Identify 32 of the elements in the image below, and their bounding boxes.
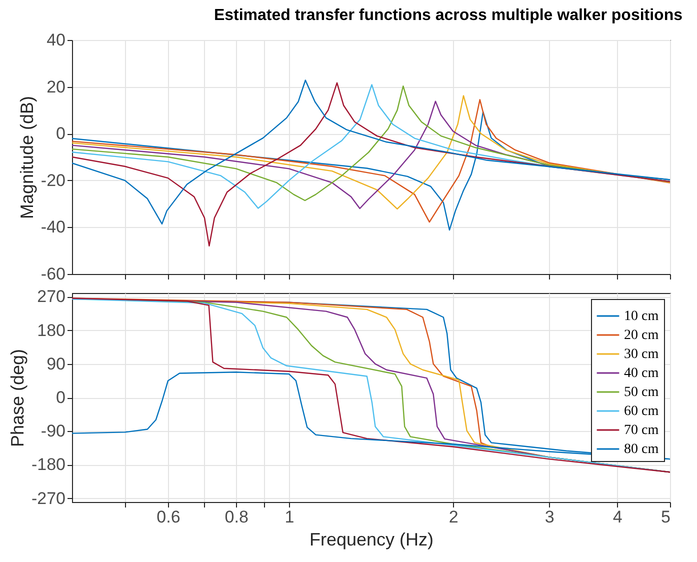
y-tick-label: 90 xyxy=(46,354,66,374)
y-tick-label: -20 xyxy=(40,170,66,190)
legend-label: 60 cm xyxy=(624,404,659,419)
x-tick-label: 4 xyxy=(612,508,622,526)
y-tick-label: 40 xyxy=(46,30,66,50)
legend-label: 20 cm xyxy=(624,328,659,343)
y-tick-label: 180 xyxy=(37,320,66,340)
y-tick-label: 0 xyxy=(56,388,66,407)
y-tick-label: -90 xyxy=(40,422,66,441)
legend-label: 40 cm xyxy=(624,366,659,381)
y-axis-title: Magnitude (dB) xyxy=(16,96,37,220)
legend-label: 80 cm xyxy=(624,442,659,457)
y-axis-title: Phase (deg) xyxy=(7,348,28,448)
y-tick-label: -40 xyxy=(40,218,66,237)
y-tick-label: -60 xyxy=(40,264,66,284)
y-tick-label: -270 xyxy=(31,488,66,508)
x-tick-label: 1 xyxy=(284,508,294,526)
legend-label: 10 cm xyxy=(624,309,659,324)
x-tick-label: 0.8 xyxy=(224,508,248,526)
x-axis-title: Frequency (Hz) xyxy=(309,530,434,550)
chart-title: Estimated transfer functions across multiple walker positions xyxy=(214,7,683,24)
x-tick-label: 5 xyxy=(661,508,670,526)
y-tick-label: 270 xyxy=(37,287,66,306)
legend-label: 30 cm xyxy=(624,347,659,362)
legend-label: 70 cm xyxy=(624,423,659,438)
y-tick-label: 0 xyxy=(56,124,66,144)
y-tick-label: 20 xyxy=(46,77,66,96)
x-tick-label: 0.6 xyxy=(156,508,180,526)
x-tick-label: 3 xyxy=(544,508,554,526)
legend-label: 50 cm xyxy=(624,385,659,400)
y-tick-label: -180 xyxy=(31,455,66,474)
x-tick-label: 2 xyxy=(448,508,458,526)
